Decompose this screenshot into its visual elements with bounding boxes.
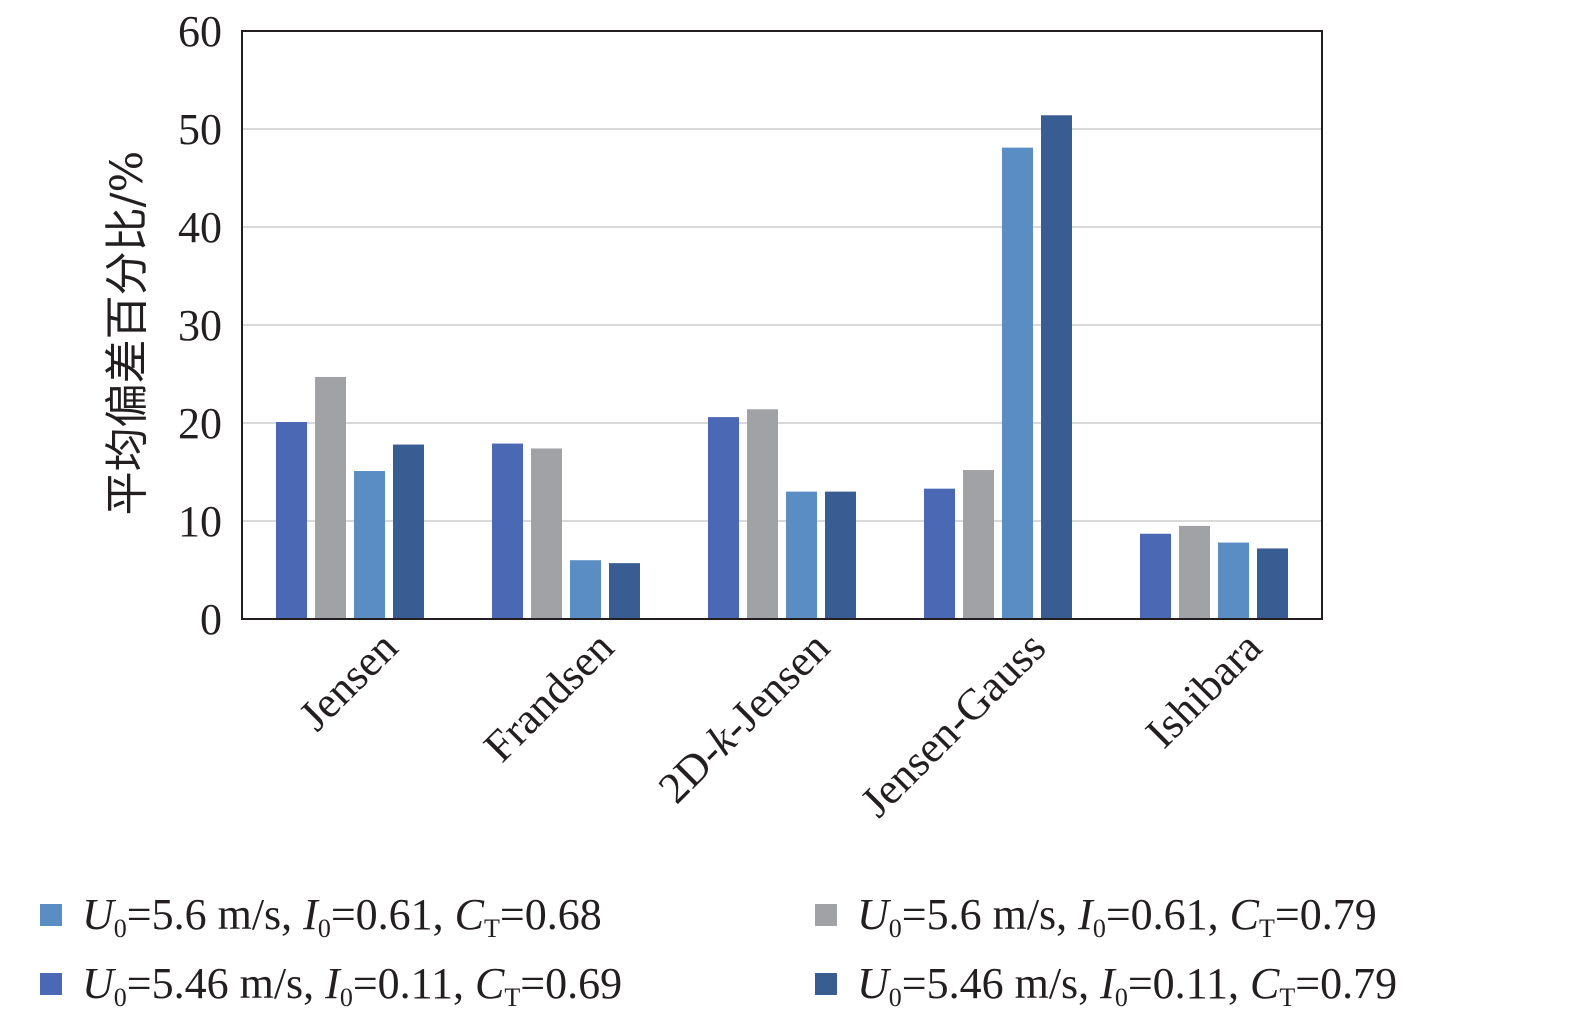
bar <box>315 376 346 619</box>
bar <box>747 409 778 619</box>
bars <box>276 115 1288 619</box>
bar <box>1002 147 1033 619</box>
y-tick-label: 60 <box>178 7 222 56</box>
bar <box>531 448 562 619</box>
x-tick-label: Ishibara <box>1136 622 1271 757</box>
bar <box>708 417 739 619</box>
plot-frame <box>241 30 1323 620</box>
bar <box>1218 542 1249 619</box>
x-tick-label: Frandsen <box>474 622 623 771</box>
y-tick-label: 50 <box>178 105 222 154</box>
bar <box>1041 115 1072 619</box>
x-tick-label: Jensen-Gauss <box>851 622 1055 826</box>
y-tick-label: 30 <box>178 301 222 350</box>
bar <box>963 470 994 619</box>
bar <box>1179 525 1210 619</box>
bar <box>492 443 523 619</box>
y-axis-label: 平均偏差百分比/% <box>102 151 153 516</box>
bar <box>276 422 307 619</box>
bar <box>354 471 385 619</box>
y-tick-label: 0 <box>200 595 222 644</box>
y-tick-label: 10 <box>178 497 222 546</box>
bar <box>1140 533 1171 619</box>
bar <box>786 491 817 619</box>
x-tick-labels: Jensen Frandsen 2D-k-Jensen Jensen-Gauss Ish… <box>289 622 1271 826</box>
x-tick-label: 2D-k-Jensen <box>649 622 839 812</box>
gridlines <box>242 128 1322 522</box>
y-tick-labels: 0 10 20 30 40 50 60 <box>178 7 222 644</box>
y-tick-label: 40 <box>178 203 222 252</box>
bar <box>924 488 955 619</box>
bar <box>1257 548 1288 619</box>
bar <box>609 563 640 619</box>
bar <box>393 444 424 619</box>
y-tick-label: 20 <box>178 399 222 448</box>
bar <box>825 491 856 619</box>
bar <box>570 560 601 619</box>
x-tick-label: Jensen <box>289 622 407 740</box>
